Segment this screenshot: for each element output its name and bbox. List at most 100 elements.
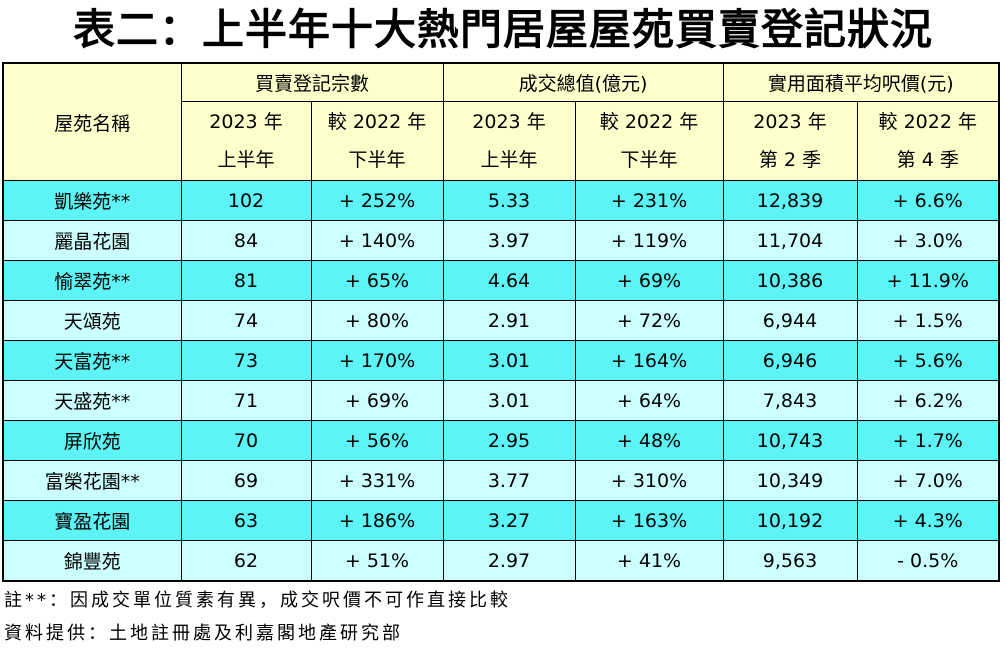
group-header: 買賣登記宗數 — [180, 62, 444, 102]
data-cell: + 1.7% — [856, 420, 1000, 461]
data-cell: + 51% — [310, 540, 444, 582]
data-cell: 6,946 — [722, 340, 858, 381]
subheader-line: 較 2022 年 — [878, 111, 977, 133]
group-header: 實用面積平均呎價(元) — [722, 62, 1000, 102]
estate-name: 天富苑** — [2, 340, 182, 381]
data-cell: + 6.6% — [856, 180, 1000, 221]
subheader-line: 第 4 季 — [896, 149, 959, 171]
estate-name: 寶盈花園 — [2, 500, 182, 541]
data-cell: 10,386 — [722, 260, 858, 301]
subheader-line: 下半年 — [348, 149, 406, 171]
data-cell: + 231% — [574, 180, 724, 221]
data-cell: 84 — [180, 220, 312, 261]
subheader-line: 第 2 季 — [758, 149, 822, 171]
subheader-line: 較 2022 年 — [327, 111, 427, 133]
data-cell: 2.91 — [442, 300, 576, 341]
estate-name: 麗晶花園 — [2, 220, 182, 261]
data-cell: 5.33 — [442, 180, 576, 221]
data-row: 凱樂苑** 102 + 252% 5.33 + 231% 12,839 + 6.6% — [2, 180, 1000, 221]
subheader-line: 2023 年 — [753, 111, 827, 133]
data-cell: + 310% — [574, 460, 724, 501]
data-cell: 3.01 — [442, 380, 576, 421]
data-cell: + 69% — [574, 260, 724, 301]
data-cell: + 3.0% — [856, 220, 1000, 261]
data-cell: 9,563 — [722, 540, 858, 582]
data-cell: 12,839 — [722, 180, 858, 221]
subheader: 2023 年上半年 — [442, 101, 576, 181]
subheader-line: 2023 年 — [472, 111, 546, 133]
estate-name: 天頌苑 — [2, 300, 182, 341]
data-cell: + 6.2% — [856, 380, 1000, 421]
data-row: 麗晶花園 84 + 140% 3.97 + 119% 11,704 + 3.0% — [2, 220, 1000, 261]
data-cell: + 163% — [574, 500, 724, 541]
title: 表二：上半年十大熱門居屋屋苑買賣登記狀況 — [72, 5, 933, 54]
subheader-line: 上半年 — [480, 149, 538, 171]
subheader: 2023 年上半年 — [180, 101, 312, 181]
name-header: 屋苑名稱 — [2, 62, 182, 181]
estate-name: 天盛苑** — [2, 380, 182, 421]
data-cell: 2.97 — [442, 540, 576, 582]
subheader-line: 2023 年 — [209, 111, 283, 133]
data-cell: + 41% — [574, 540, 724, 582]
subheader-line: 下半年 — [620, 149, 678, 171]
data-cell: + 186% — [310, 500, 444, 541]
data-cell: - 0.5% — [856, 540, 1000, 582]
data-row: 天盛苑** 71 + 69% 3.01 + 64% 7,843 + 6.2% — [2, 380, 1000, 421]
subheader: 較 2022 年第 4 季 — [856, 101, 1000, 181]
subheader-line: 上半年 — [217, 149, 275, 171]
data-cell: 69 — [180, 460, 312, 501]
data-cell: + 56% — [310, 420, 444, 461]
group-header: 成交總值(億元) — [442, 62, 724, 102]
data-cell: 4.64 — [442, 260, 576, 301]
data-cell: 3.27 — [442, 500, 576, 541]
data-cell: 70 — [180, 420, 312, 461]
source-note: 資料提供：土地註冊處及利嘉閣地產研究部 — [4, 623, 403, 644]
estate-name: 愉翠苑** — [2, 260, 182, 301]
subheader: 較 2022 年下半年 — [310, 101, 444, 181]
data-cell: 3.01 — [442, 340, 576, 381]
data-cell: 10,192 — [722, 500, 858, 541]
data-cell: 3.97 — [442, 220, 576, 261]
data-cell: 10,349 — [722, 460, 858, 501]
data-cell: + 5.6% — [856, 340, 1000, 381]
data-cell: + 331% — [310, 460, 444, 501]
estate-name: 錦豐苑 — [2, 540, 182, 582]
subheader-row: 2023 年上半年較 2022 年下半年 2023 年上半年較 2022 年下半年… — [3, 101, 1000, 181]
data-cell: + 7.0% — [856, 460, 1000, 501]
data-row: 屏欣苑 70 + 56% 2.95 + 48% 10,743 + 1.7% — [2, 420, 1000, 461]
data-cell: 74 — [180, 300, 312, 341]
data-cell: 11,704 — [722, 220, 858, 261]
data-cell: 102 — [180, 180, 312, 221]
data-cell: 7,843 — [722, 380, 858, 421]
data-cell: + 65% — [310, 260, 444, 301]
data-cell: + 164% — [574, 340, 724, 381]
data-cell: 10,743 — [722, 420, 858, 461]
table: 屋苑名稱 買賣登記宗數 成交總值(億元) 實用面積平均呎價(元) 2023 年上半年較 … — [2, 62, 1000, 582]
data-cell: + 64% — [574, 380, 724, 421]
data-cell: + 4.3% — [856, 500, 1000, 541]
data-cell: 6,944 — [722, 300, 858, 341]
data-cell: + 170% — [310, 340, 444, 381]
subheader: 較 2022 年下半年 — [574, 101, 724, 181]
data-row: 錦豐苑 62 + 51% 2.97 + 41% 9,563- 0.5% — [2, 540, 1000, 582]
estate-name: 富榮花園** — [2, 460, 182, 501]
data-row: 寶盈花園 63 + 186% 3.27 + 163% 10,192 + 4.3% — [2, 500, 1000, 541]
footnote: 註**：因成交單位質素有異，成交呎價不可作直接比較 — [4, 590, 511, 611]
data-cell: + 48% — [574, 420, 724, 461]
subheader: 2023 年第 2 季 — [722, 101, 858, 181]
subheader-line: 較 2022 年 — [599, 111, 699, 133]
data-cell: + 80% — [310, 300, 444, 341]
data-cell: + 119% — [574, 220, 724, 261]
data-cell: 71 — [180, 380, 312, 421]
header-row: 屋苑名稱 買賣登記宗數 成交總值(億元) 實用面積平均呎價(元) — [2, 62, 1000, 181]
data-row: 愉翠苑** 81 + 65% 4.64 + 69% 10,386 + 11.9% — [2, 260, 1000, 301]
data-cell: 62 — [180, 540, 312, 582]
data-cell: + 252% — [310, 180, 444, 221]
data-cell: 81 — [180, 260, 312, 301]
data-cell: + 69% — [310, 380, 444, 421]
data-cell: + 140% — [310, 220, 444, 261]
data-cell: 3.77 — [442, 460, 576, 501]
data-cell: + 72% — [574, 300, 724, 341]
data-cell: + 1.5% — [856, 300, 1000, 341]
